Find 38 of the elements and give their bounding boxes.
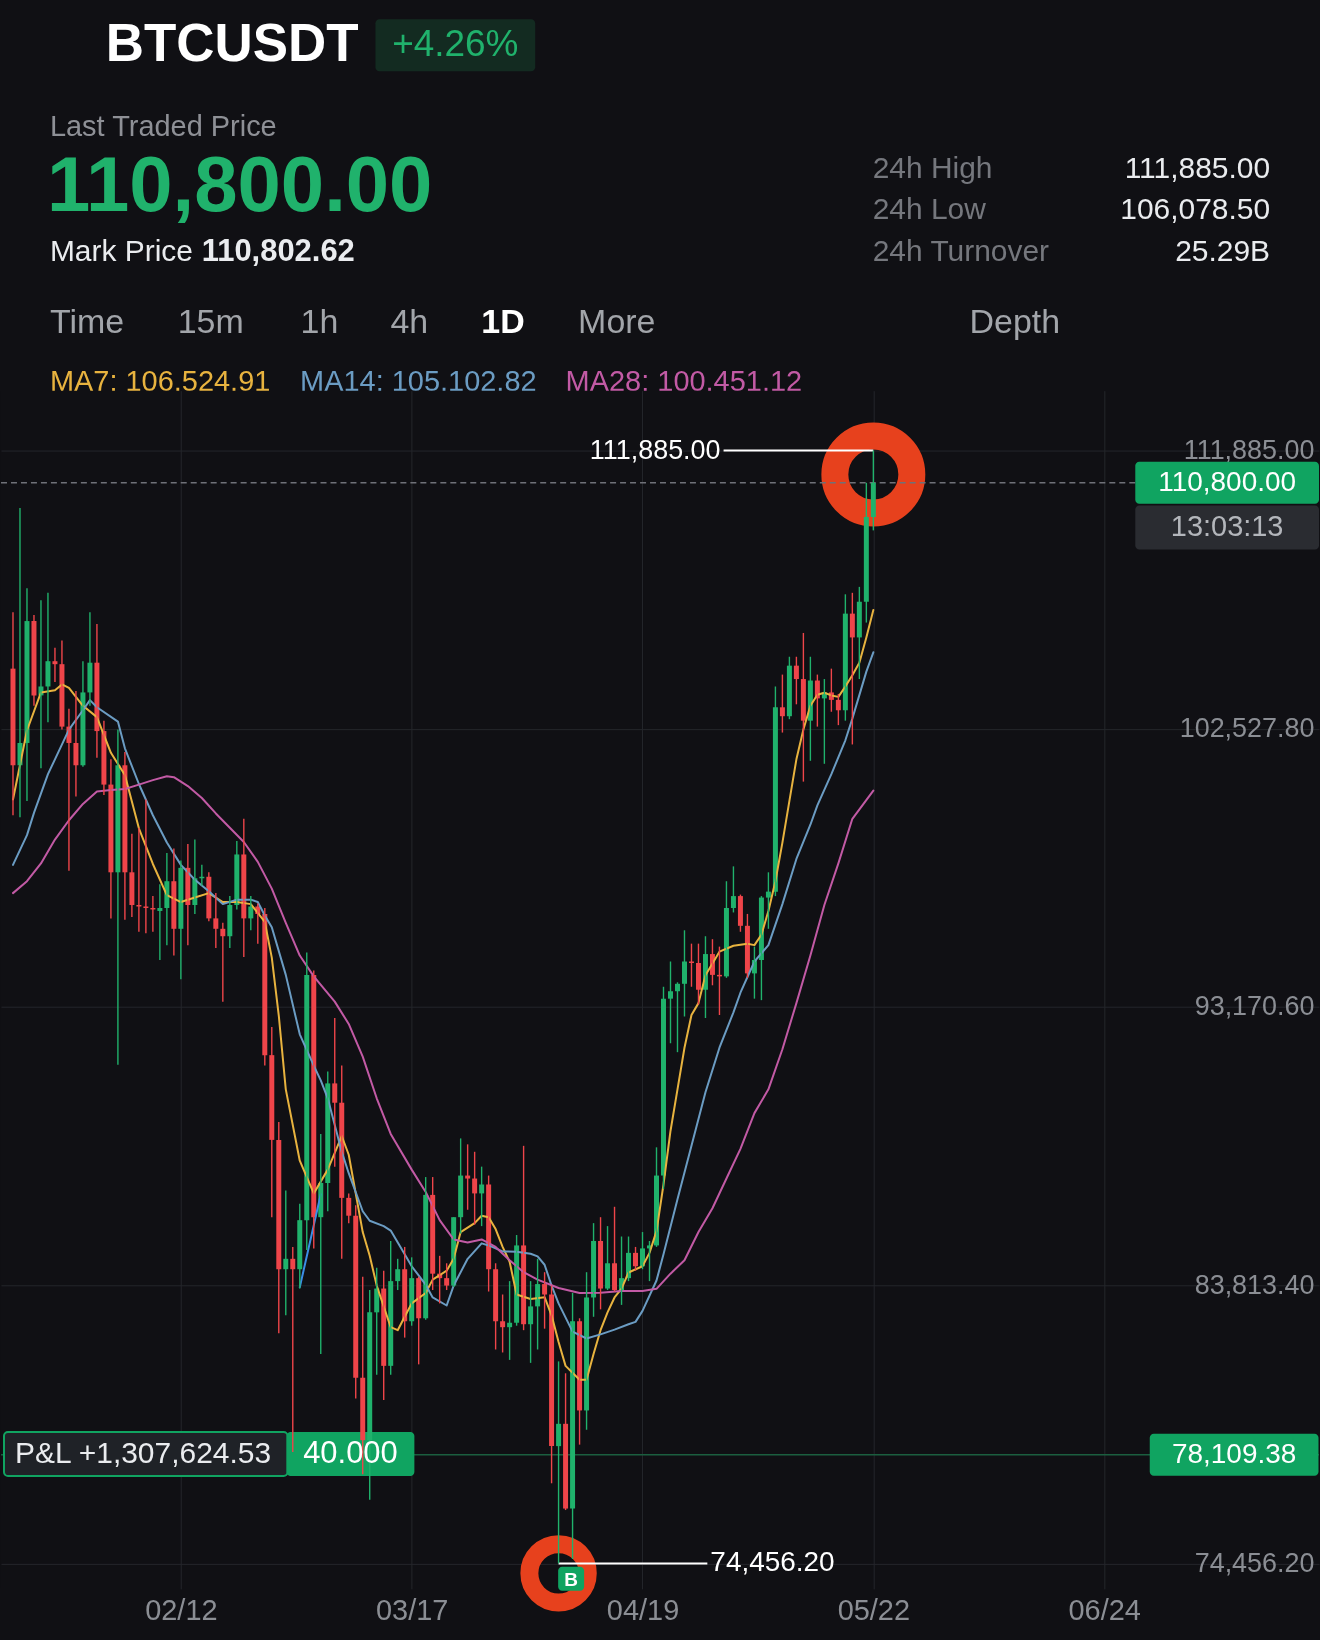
annotation: 74,456.20 <box>710 1546 835 1578</box>
text: More <box>578 301 656 340</box>
text: MA14: 105,102.82 <box>300 364 537 397</box>
text: 24h High <box>872 150 993 184</box>
text: 111,885.00 <box>1124 150 1271 184</box>
y-tick-label: 74,456.20 <box>1194 1547 1315 1578</box>
text: 110,802.62 <box>201 232 355 268</box>
text: Time <box>49 301 125 340</box>
chart-title: BTCUSDT <box>105 13 359 73</box>
text: +4.26% <box>392 23 519 65</box>
x-tick-label: 06/24 <box>1068 1594 1141 1627</box>
y-tick-label: 93,170.60 <box>1194 991 1315 1022</box>
text: 1D <box>481 301 525 340</box>
annotation: P&L +1,307,624.53 <box>14 1436 272 1470</box>
x-tick-label: 04/19 <box>606 1594 680 1627</box>
annotation: 13:03:13 <box>1170 510 1284 543</box>
ref-line-label: 78,109.38 <box>1171 1437 1297 1469</box>
x-tick-label: 03/17 <box>375 1594 449 1627</box>
text: Depth <box>969 301 1061 340</box>
annotation: 111,885.00 <box>589 434 721 465</box>
x-tick-label: 05/22 <box>837 1594 911 1627</box>
text: 4h <box>390 301 429 340</box>
text: 24h Turnover <box>872 233 1050 267</box>
annotation: B <box>564 1568 578 1590</box>
text: MA28: 100,451.12 <box>565 364 803 397</box>
y-tick-label: 111,885.00 <box>1183 435 1315 466</box>
text: 25.29B <box>1175 233 1271 267</box>
text: Mark Price <box>49 233 193 267</box>
ref-line-label: 110,800.00 <box>1158 465 1297 497</box>
text: 106,078.50 <box>1120 191 1271 225</box>
text: 15m <box>177 301 244 340</box>
text: 24h Low <box>872 191 987 225</box>
y-tick-label: 102,527.80 <box>1179 713 1315 744</box>
candlestick <box>688 942 694 988</box>
text: 1h <box>300 301 339 340</box>
x-tick-label: 02/12 <box>145 1594 218 1627</box>
text: MA7: 106,524.91 <box>49 364 271 397</box>
y-tick-label: 83,813.40 <box>1194 1269 1315 1300</box>
